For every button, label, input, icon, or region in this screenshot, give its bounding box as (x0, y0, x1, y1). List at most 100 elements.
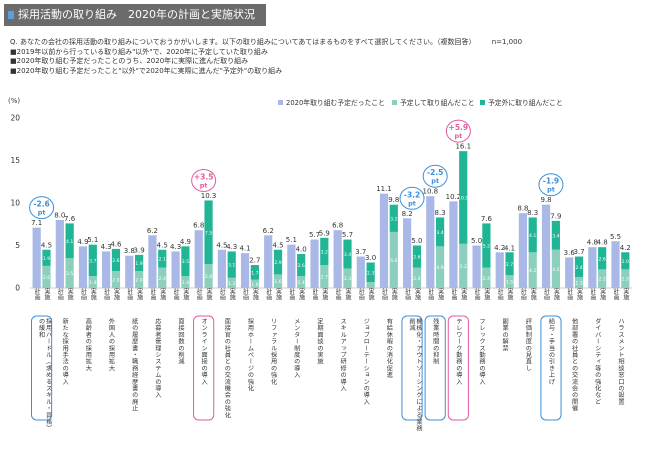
title-marker-icon (8, 11, 14, 19)
diff-value-label: +3.5 (194, 172, 214, 181)
plan-value-label: 4.1 (239, 245, 250, 253)
question-block: Q. あなたの会社の採用活動の取り組みについておうかがいします。以下の取り組みに… (10, 38, 640, 76)
category-label: スキルアップ研修の導入 (339, 318, 346, 392)
category-label: 応募者管理システムの導入 (154, 317, 161, 398)
y-tick-label: 10 (10, 199, 20, 208)
impl-axis-label: 実施 (251, 287, 258, 301)
total-value-label: 4.5 (157, 241, 168, 249)
diff-unit-label: pt (408, 199, 416, 207)
plan-bar (78, 246, 88, 288)
legend-entry: 予定して取り組んだこと (400, 98, 475, 107)
impl-axis-label: 実施 (413, 287, 420, 301)
unplanned-bar (598, 247, 607, 270)
category-label: 定期面談の実施 (316, 317, 323, 365)
legend-entry: 2020年取り組む予定だったこと (286, 98, 385, 107)
plan-axis-label: 計画 (242, 287, 249, 301)
impl-axis-label: 実施 (576, 287, 583, 301)
impl-axis-label: 実施 (66, 287, 73, 301)
impl-axis-label: 実施 (437, 287, 444, 301)
plan-value-label: 4.9 (77, 238, 88, 246)
impl-axis-label: 実施 (367, 287, 374, 301)
planned-done-bar (412, 267, 422, 288)
unplanned-value-label: 1.9 (43, 256, 50, 262)
impl-axis-label: 実施 (483, 287, 490, 301)
planned-done-bar (505, 275, 514, 288)
planned-done-bar (343, 268, 352, 288)
impl-axis-label: 実施 (43, 287, 50, 301)
plan-bar (403, 218, 412, 288)
planned-done-value-label: 2.2 (622, 277, 629, 283)
diff-badge (538, 173, 564, 197)
note-3: ■2020年取り組む予定だったこと"以外"で2020年に実際に進んだ"予定外"の… (10, 66, 283, 75)
plan-bar (240, 253, 250, 288)
diff-badge (29, 196, 55, 220)
total-value-label: 2.7 (249, 257, 260, 265)
impl-axis-label: 実施 (205, 287, 212, 301)
unplanned-bar (621, 252, 630, 270)
planned-done-bar (621, 269, 630, 288)
unplanned-value-label: 2.3 (367, 270, 374, 276)
planned-done-value-label: 2.0 (135, 278, 142, 284)
impl-axis-label: 実施 (321, 287, 328, 301)
planned-done-bar (204, 264, 213, 288)
category-label: ジョブローテーションの導入 (362, 318, 369, 405)
plan-bar (333, 230, 342, 288)
total-value-label: 10.3 (201, 192, 217, 200)
y-tick-label: 15 (10, 156, 20, 165)
planned-done-value-label: 2.2 (599, 277, 606, 283)
category-label: 高齢者の採用拡大 (84, 317, 91, 372)
unplanned-value-label: 2.4 (575, 265, 582, 271)
plan-bar (472, 245, 481, 288)
planned-done-bar (297, 276, 306, 288)
plan-value-label: 6.2 (147, 227, 158, 235)
diff-value-label: -3.2 (404, 190, 420, 199)
category-label: 機械化・アウトソーシングによる業務 (415, 317, 422, 432)
unplanned-value-label: 2.1 (159, 257, 166, 263)
category-label: 面接回数の削減 (177, 318, 184, 366)
category-label: 採用ハードル（求めるスキル・資格） (45, 317, 52, 431)
unplanned-value-label: 3.7 (89, 258, 96, 264)
plan-value-label: 4.8 (587, 239, 598, 247)
plan-axis-label: 計画 (404, 287, 411, 301)
legend-swatch (480, 100, 485, 105)
plan-bar (102, 251, 111, 288)
planned-done-value-label: 2.7 (321, 275, 328, 281)
unplanned-value-label: 3.4 (344, 252, 351, 258)
highlight-box (447, 315, 469, 421)
plan-bar (194, 230, 203, 288)
plan-axis-label: 計画 (450, 287, 457, 301)
plan-bar (148, 235, 157, 288)
total-value-label: 4.1 (504, 245, 515, 253)
category-label: メンター制度の導入 (293, 318, 300, 378)
unplanned-value-label: 2.6 (112, 258, 119, 264)
planned-done-bar (65, 258, 74, 288)
planned-done-bar (551, 249, 560, 288)
unplanned-bar (435, 217, 445, 247)
y-tick-label: 0 (15, 284, 20, 293)
plan-bar (310, 239, 319, 288)
unplanned-value-label: 3.4 (436, 230, 443, 236)
total-value-label: 8.3 (527, 209, 538, 217)
impl-axis-label: 実施 (599, 287, 606, 301)
plan-value-label: 8.0 (54, 212, 65, 220)
category-label: フレックス勤務の導入 (478, 318, 485, 385)
category-label: 副業の解禁 (501, 317, 508, 351)
legend-entry: 予定外に取り組んだこと (488, 98, 563, 107)
planned-done-value-label: 5.2 (460, 264, 467, 270)
unplanned-bar (343, 239, 352, 269)
diff-badge (422, 164, 448, 188)
unplanned-value-label: 3.4 (552, 233, 559, 239)
unplanned-bar (227, 251, 236, 278)
impl-axis-label: 実施 (182, 287, 189, 301)
plan-axis-label: 計画 (195, 287, 202, 301)
plan-bar (32, 227, 41, 288)
question-text: Q. あなたの会社の採用活動の取り組みについておうかがいします。以下の取り組みに… (10, 38, 476, 46)
total-value-label: 3.0 (365, 254, 376, 262)
unplanned-value-label: 4.1 (529, 233, 536, 239)
planned-done-bar (227, 277, 236, 288)
category-label: 給与・手当の引き上げ (547, 317, 554, 385)
total-value-label: 9.8 (388, 196, 399, 204)
planned-done-bar (320, 265, 329, 288)
category-label: 新たな採用手法の導入 (61, 317, 68, 385)
